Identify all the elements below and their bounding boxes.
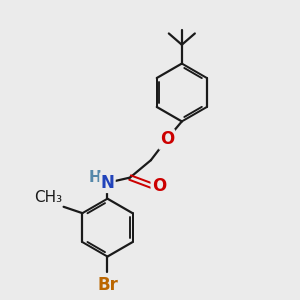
Text: CH₃: CH₃	[34, 190, 62, 205]
Text: N: N	[100, 174, 114, 192]
Text: O: O	[160, 130, 174, 148]
Text: H: H	[89, 170, 102, 185]
Text: O: O	[152, 177, 166, 195]
Text: Br: Br	[97, 276, 118, 294]
